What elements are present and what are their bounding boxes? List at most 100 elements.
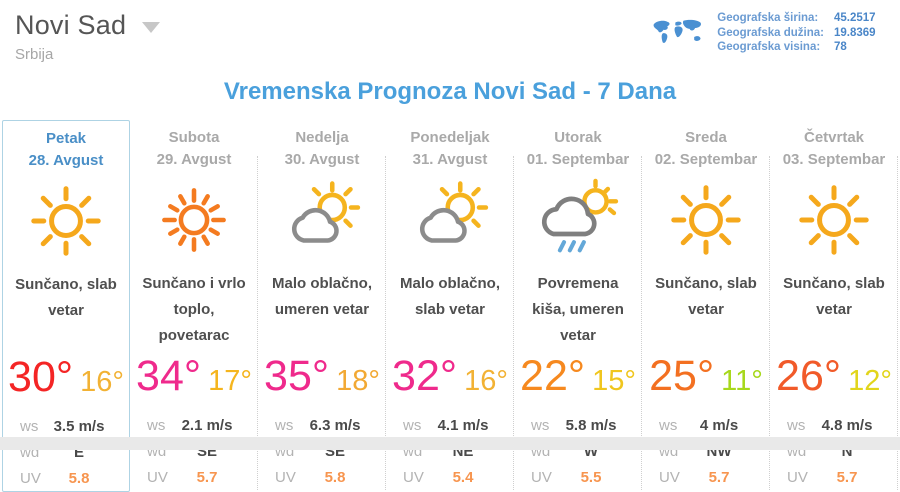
partly-cloudy-icon (258, 173, 386, 267)
temperature-row: 34° 17° (130, 353, 258, 407)
uv-label: UV (147, 468, 168, 486)
footer-bar (0, 437, 900, 450)
geo-coordinates: Geografska širina: 45.2517 Geografska du… (717, 12, 888, 55)
day-date: 30. Avgust (284, 151, 360, 168)
day-name: Nedelja (295, 129, 349, 146)
wind-speed-value: 3.5 m/s (53, 417, 105, 435)
page-title: Vremenska Prognoza Novi Sad - 7 Dana (223, 78, 677, 105)
wind-speed-row: ws 4.8 m/s (770, 412, 898, 438)
day-description: Povremena kiša, umeren vetar (532, 275, 624, 344)
day-card-sreda[interactable]: Sreda 02. Septembar Sunčano, slab vetar … (642, 120, 770, 492)
sun-icon (770, 173, 898, 267)
day-name: Sreda (685, 129, 727, 146)
low-temperature: 16° (80, 366, 124, 398)
temperature-row: 35° 18° (258, 353, 386, 407)
wind-speed-row: ws 3.5 m/s (3, 413, 129, 439)
day-details: ws 4 m/s wd NW UV 5.7 (642, 412, 770, 490)
world-map-icon (653, 19, 702, 43)
uv-label: UV (20, 469, 41, 487)
high-temperature: 32° (392, 352, 458, 400)
header: Novi Sad Srbija Geografska širina: 45.25… (0, 0, 900, 64)
uv-label: UV (531, 468, 552, 486)
hot-sun-icon (130, 173, 258, 267)
day-name: Utorak (554, 129, 602, 146)
wind-speed-label: ws (659, 416, 678, 434)
chevron-down-icon[interactable] (142, 22, 161, 33)
uv-value: 5.4 (452, 468, 474, 486)
day-details: ws 4.1 m/s wd NE UV 5.4 (386, 412, 514, 490)
geo-longitude-label: Geografska dužina: (717, 26, 824, 39)
day-name: Subota (168, 129, 220, 146)
partly-cloudy-icon (386, 173, 514, 267)
uv-row: UV 5.7 (130, 464, 258, 490)
day-date: 28. Avgust (28, 152, 104, 169)
wind-speed-value: 5.8 m/s (565, 416, 617, 434)
low-temperature: 16° (464, 365, 508, 397)
temperature-row: 26° 12° (770, 353, 898, 407)
location-selector[interactable]: Novi Sad (15, 10, 900, 41)
temperature-row: 25° 11° (642, 353, 770, 407)
day-details: ws 4.8 m/s wd N UV 5.7 (770, 412, 898, 490)
low-temperature: 17° (208, 365, 252, 397)
day-date: 02. Septembar (654, 151, 758, 168)
uv-value: 5.8 (324, 468, 346, 486)
day-description: Malo oblačno, umeren vetar (271, 275, 372, 318)
sun-icon (3, 174, 129, 268)
day-name: Ponedeljak (410, 129, 490, 146)
wind-speed-row: ws 6.3 m/s (258, 412, 386, 438)
high-temperature: 34° (136, 352, 202, 400)
uv-row: UV 5.7 (642, 464, 770, 490)
wind-speed-row: ws 4.1 m/s (386, 412, 514, 438)
uv-row: UV 5.7 (770, 464, 898, 490)
wind-speed-label: ws (147, 416, 166, 434)
low-temperature: 15° (592, 365, 636, 397)
high-temperature: 30° (8, 353, 74, 401)
country-name: Srbija (15, 46, 54, 63)
uv-label: UV (403, 468, 424, 486)
wind-speed-label: ws (403, 416, 422, 434)
day-name: Četvrtak (803, 129, 865, 146)
uv-row: UV 5.8 (3, 465, 129, 491)
wind-speed-row: ws 2.1 m/s (130, 412, 258, 438)
wind-speed-label: ws (531, 416, 550, 434)
day-date: 01. Septembar (526, 151, 630, 168)
uv-value: 5.7 (708, 468, 730, 486)
day-description: Sunčano, slab vetar (15, 276, 117, 319)
day-details: ws 6.3 m/s wd SE UV 5.8 (258, 412, 386, 490)
day-card-nedelja[interactable]: Nedelja 30. Avgust Malo oblačno, umeren … (258, 120, 386, 492)
day-description: Sunčano, slab vetar (655, 275, 757, 318)
high-temperature: 35° (264, 352, 330, 400)
day-details: ws 3.5 m/s wd E UV 5.8 (3, 413, 129, 491)
geo-altitude-value: 78 (834, 41, 847, 53)
uv-label: UV (659, 468, 680, 486)
geo-latitude-label: Geografska širina: (717, 12, 819, 24)
wind-speed-label: ws (275, 416, 294, 434)
uv-value: 5.7 (836, 468, 858, 486)
sun-icon (642, 173, 770, 267)
high-temperature: 26° (776, 352, 842, 400)
low-temperature: 11° (721, 365, 763, 397)
temperature-row: 22° 15° (514, 353, 642, 407)
wind-speed-value: 6.3 m/s (309, 416, 361, 434)
temperature-row: 30° 16° (3, 354, 129, 408)
uv-value: 5.7 (196, 468, 218, 486)
day-date: 03. Septembar (782, 151, 886, 168)
high-temperature: 22° (520, 352, 586, 400)
uv-row: UV 5.4 (386, 464, 514, 490)
wind-speed-label: ws (20, 417, 39, 435)
city-name: Novi Sad (15, 10, 127, 40)
wind-speed-row: ws 5.8 m/s (514, 412, 642, 438)
high-temperature: 25° (649, 352, 715, 400)
uv-value: 5.8 (68, 469, 90, 487)
day-date: 31. Avgust (412, 151, 488, 168)
uv-row: UV 5.8 (258, 464, 386, 490)
wind-speed-value: 4.8 m/s (821, 416, 873, 434)
uv-label: UV (787, 468, 808, 486)
day-description: Sunčano, slab vetar (783, 275, 885, 318)
temperature-row: 32° 16° (386, 353, 514, 407)
wind-speed-value: 4.1 m/s (437, 416, 489, 434)
geo-altitude-label: Geografska visina: (717, 41, 821, 53)
wind-speed-label: ws (787, 416, 806, 434)
uv-label: UV (275, 468, 296, 486)
day-details: ws 2.1 m/s wd SE UV 5.7 (130, 412, 258, 490)
